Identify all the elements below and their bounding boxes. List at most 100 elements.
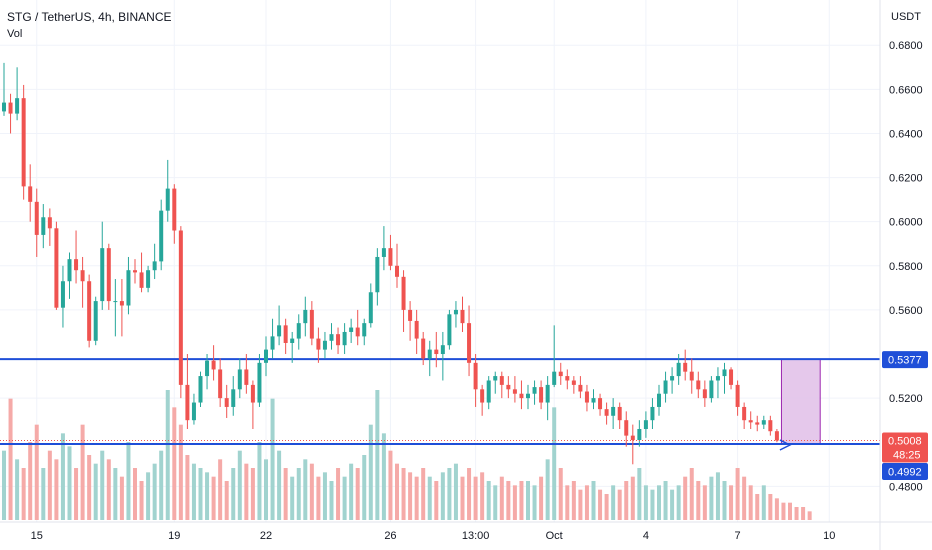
volume-bar: [702, 485, 707, 520]
volume-bar: [624, 481, 629, 520]
volume-bar: [47, 450, 52, 520]
volume-bar: [460, 476, 465, 520]
volume-bar: [768, 494, 773, 520]
volume-bar: [709, 476, 714, 520]
candle-body: [119, 301, 124, 306]
candle-body: [434, 349, 439, 355]
candle-body: [159, 210, 164, 262]
time-tick-label: 13:00: [462, 530, 490, 542]
volume-bar: [224, 481, 229, 520]
candle-body: [362, 323, 367, 337]
volume-bar: [493, 485, 498, 520]
volume-bar: [257, 442, 262, 520]
candle-body: [395, 265, 399, 277]
volume-bar: [591, 481, 596, 520]
volume-bar: [146, 472, 151, 520]
candle-body: [499, 376, 504, 385]
candle-body: [650, 406, 655, 421]
volume-bar: [467, 468, 472, 520]
target-box[interactable]: [780, 358, 821, 445]
volume-bar: [342, 476, 347, 520]
volume-bar: [191, 463, 196, 520]
volume-bar: [67, 446, 72, 520]
candle-body: [257, 362, 262, 403]
price-tick-label: 0.5800: [889, 261, 923, 273]
candle-body: [447, 314, 452, 346]
volume-bar: [611, 485, 616, 520]
candle-body: [28, 186, 33, 202]
volume-bar: [447, 468, 452, 520]
volume-bar: [126, 442, 131, 520]
candle-body: [670, 376, 675, 381]
candle-body: [54, 228, 59, 308]
plot-area: [0, 0, 880, 522]
candle-body: [735, 384, 740, 407]
volume-bar: [80, 424, 85, 520]
candle-body: [408, 309, 413, 321]
volume-bar: [388, 450, 393, 520]
volume-bar: [165, 390, 170, 520]
candle-body: [630, 435, 635, 441]
candle-body: [715, 376, 720, 381]
volume-bar: [453, 463, 458, 520]
price-tick-label: 0.6600: [889, 84, 923, 96]
volume-bar: [696, 481, 701, 520]
candle-body: [34, 201, 39, 235]
candle-body: [742, 406, 747, 421]
candle-body: [224, 398, 229, 407]
candle-body: [617, 406, 622, 421]
candle-body: [191, 402, 196, 421]
candle-body: [133, 270, 137, 273]
candle-body: [637, 429, 642, 441]
candle-body: [774, 431, 779, 441]
time-tick-label: 19: [168, 530, 180, 542]
candle-body: [381, 248, 386, 257]
candle-body: [709, 380, 714, 399]
time-tick-label: 7: [735, 530, 741, 542]
volume-bar: [558, 468, 563, 520]
candle-body: [165, 188, 170, 211]
candle-body: [152, 261, 157, 271]
volume-bar: [735, 468, 740, 520]
time-tick-label: 10: [823, 530, 835, 542]
candle-body: [211, 360, 216, 370]
volume-bar: [60, 433, 65, 520]
price-badge: [882, 351, 928, 369]
candle-body: [67, 259, 72, 282]
symbol-title: STG / TetherUS, 4h, BINANCE: [7, 10, 172, 24]
volume-bar: [237, 450, 242, 520]
candle-body: [519, 393, 524, 399]
candle-body: [526, 393, 530, 399]
candle-body: [683, 362, 688, 372]
volume-bar: [211, 476, 216, 520]
volume-bar: [427, 476, 432, 520]
volume-bar: [761, 485, 766, 520]
volume-bar: [552, 407, 557, 520]
candle-body: [375, 256, 380, 293]
volume-bar: [74, 468, 79, 520]
volume-bar: [152, 463, 157, 520]
price-axis-unit: USDT: [891, 11, 921, 23]
volume-bar: [598, 489, 603, 520]
price-tick-label: 0.6800: [889, 40, 923, 52]
volume-bar: [250, 468, 255, 520]
volume-bar: [794, 507, 799, 520]
volume-bar: [788, 502, 792, 520]
candle-body: [565, 376, 570, 381]
candle-body: [702, 389, 707, 399]
candle-body: [388, 248, 393, 266]
candle-body: [748, 420, 753, 423]
volume-bar: [683, 476, 688, 520]
volume-bar: [408, 472, 413, 520]
candle-body: [139, 272, 144, 288]
candle-body: [283, 325, 288, 343]
volume-bar: [329, 481, 334, 520]
candle-body: [237, 369, 242, 390]
volume-bar: [296, 468, 301, 520]
candle-body: [198, 376, 203, 403]
candle-body: [761, 420, 766, 425]
volume-bar: [578, 489, 583, 520]
volume-bar: [774, 498, 779, 520]
candle-body: [506, 384, 511, 390]
